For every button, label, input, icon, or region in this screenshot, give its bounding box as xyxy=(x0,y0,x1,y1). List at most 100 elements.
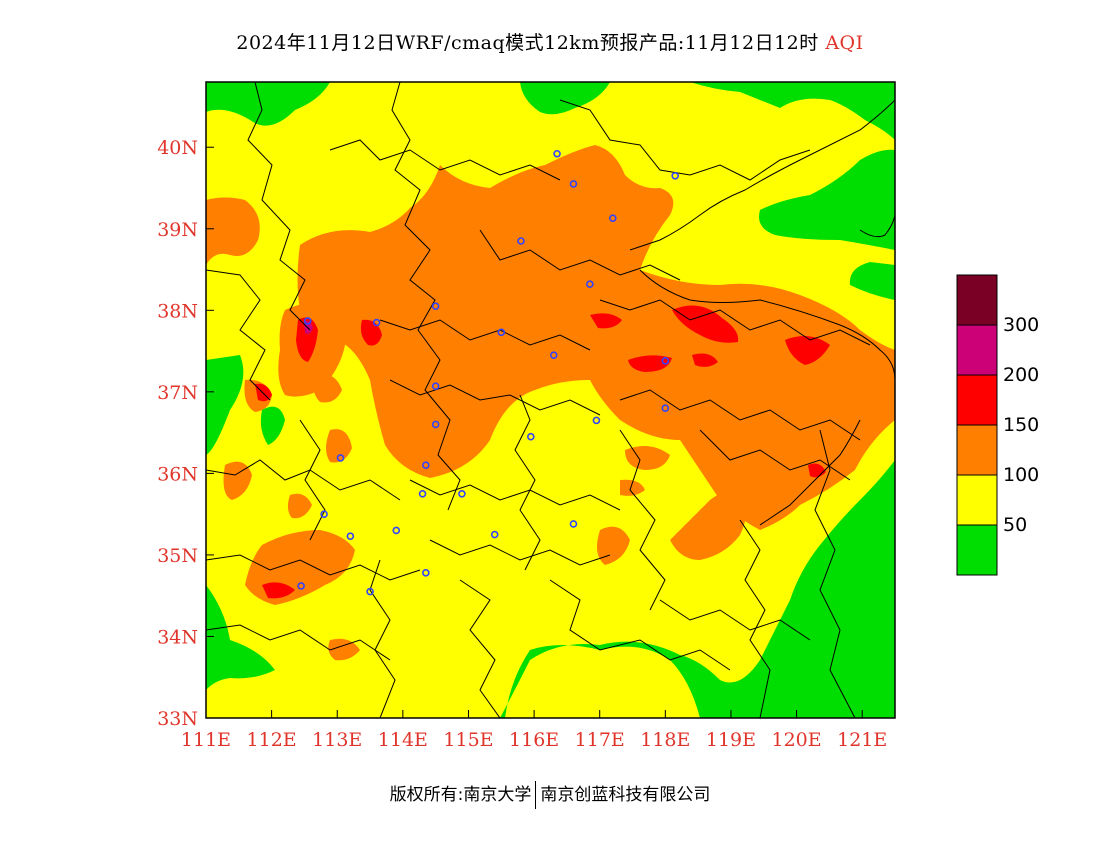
station-marker xyxy=(418,489,427,498)
red-east-1 xyxy=(590,313,622,329)
station-marker xyxy=(549,351,558,359)
station-marker xyxy=(458,489,466,498)
station-marker xyxy=(661,357,670,365)
x-axis: 111E 112E 113E 114E 115E 116E 117E 118E 119E 120E… xyxy=(181,710,887,751)
orange-south-center-2 xyxy=(625,446,670,470)
boundary-5 xyxy=(479,229,681,281)
station-marker xyxy=(569,180,578,188)
station-marker xyxy=(527,432,535,441)
station-marker xyxy=(346,532,355,540)
station-marker xyxy=(431,382,440,390)
station-marker xyxy=(431,302,440,311)
legend-colorbar xyxy=(956,274,998,576)
legend-label: 200 xyxy=(1003,364,1040,386)
legend-label: 150 xyxy=(1003,414,1040,436)
boundary-12 xyxy=(206,459,401,501)
station-marker xyxy=(671,171,679,180)
boundary-23 xyxy=(814,429,856,718)
x-tick-label: 112E xyxy=(247,729,297,751)
y-tick-label: 36N xyxy=(157,463,198,485)
copyright-right: 南京创蓝科技有限公司 xyxy=(540,785,711,805)
aqi-field xyxy=(206,82,895,718)
green-northeast xyxy=(690,82,895,140)
station-marker xyxy=(490,530,499,539)
x-tick-label: 111E xyxy=(181,729,231,751)
orange-west-lower xyxy=(223,461,252,500)
legend-label: 100 xyxy=(1003,464,1040,486)
green-west-edge xyxy=(206,355,244,455)
boundary-19 xyxy=(459,579,501,718)
station-marker xyxy=(569,520,578,528)
boundary-6 xyxy=(206,269,271,401)
x-tick-label: 116E xyxy=(509,729,559,751)
boundary-15 xyxy=(699,429,851,481)
legend-swatch xyxy=(956,524,998,576)
x-tick-label: 117E xyxy=(575,729,625,751)
station-marker xyxy=(336,454,345,462)
orange-mid-west xyxy=(326,429,352,463)
station-markers xyxy=(297,149,679,596)
station-marker xyxy=(320,510,328,518)
y-axis: 33N 34N 35N 36N 37N 38N 39N 40N xyxy=(157,137,214,730)
station-marker xyxy=(303,317,312,325)
copyright-left: 版权所有:南京大学 xyxy=(389,785,532,805)
boundary-10 xyxy=(619,389,861,441)
boundary-7 xyxy=(379,319,591,351)
station-marker xyxy=(609,214,617,222)
boundary-8 xyxy=(599,299,871,346)
y-tick-label: 37N xyxy=(157,382,198,404)
y-tick-label: 39N xyxy=(157,219,198,241)
coastline-north xyxy=(629,99,895,251)
plot-frame xyxy=(205,81,896,719)
chart-title-main: 2024年11月12日WRF/cmaq模式12km预报产品:11月12日12时 xyxy=(236,32,819,54)
legend-swatch xyxy=(956,274,998,326)
coastline xyxy=(639,269,895,526)
aqi-unhealthy-regions xyxy=(255,305,830,599)
station-marker xyxy=(586,280,594,289)
red-east-4 xyxy=(692,353,718,367)
x-tick-label: 118E xyxy=(640,729,690,751)
x-tick-label: 121E xyxy=(837,729,887,751)
boundary-2 xyxy=(391,82,461,511)
y-tick-label: 34N xyxy=(157,626,198,648)
boundary-1 xyxy=(247,82,311,331)
boundary-20 xyxy=(549,579,731,671)
green-southwest xyxy=(206,585,275,690)
green-west-strip xyxy=(260,406,285,445)
legend-swatch xyxy=(956,474,998,526)
green-east-coast xyxy=(759,149,895,250)
legend-label: 50 xyxy=(1003,514,1028,536)
station-marker xyxy=(422,569,430,577)
boundary-9 xyxy=(389,379,601,416)
chart-title: 2024年11月12日WRF/cmaq模式12km预报产品:11月12日12时 … xyxy=(0,28,1100,55)
station-marker xyxy=(517,237,525,245)
y-tick-label: 38N xyxy=(157,300,198,322)
y-tick-label: 35N xyxy=(157,545,198,567)
orange-southeast xyxy=(670,489,747,560)
legend-label: 300 xyxy=(1003,314,1040,336)
green-north-center xyxy=(520,82,610,115)
orange-main-band xyxy=(297,145,895,530)
red-east-3 xyxy=(672,305,739,343)
copyright-separator xyxy=(535,781,537,809)
boundary-25 xyxy=(299,419,326,541)
x-tick-label: 120E xyxy=(772,729,822,751)
legend-swatch xyxy=(956,374,998,426)
x-tick-label: 113E xyxy=(312,729,362,751)
aqi-unhealthy-sensitive-regions xyxy=(206,145,895,661)
station-marker xyxy=(297,582,305,590)
orange-southwest-small xyxy=(287,493,312,519)
station-marker xyxy=(366,587,374,596)
boundary-16 xyxy=(206,554,421,581)
red-east-5 xyxy=(785,336,830,365)
green-east-mid xyxy=(849,262,895,300)
station-marker xyxy=(392,526,401,535)
boundary-17 xyxy=(429,539,611,566)
orange-south-center-3 xyxy=(620,479,645,496)
boundary-14 xyxy=(619,429,666,611)
station-marker xyxy=(553,149,561,158)
boundary-13 xyxy=(409,479,621,511)
station-marker xyxy=(372,318,381,327)
green-southeast xyxy=(500,460,895,718)
